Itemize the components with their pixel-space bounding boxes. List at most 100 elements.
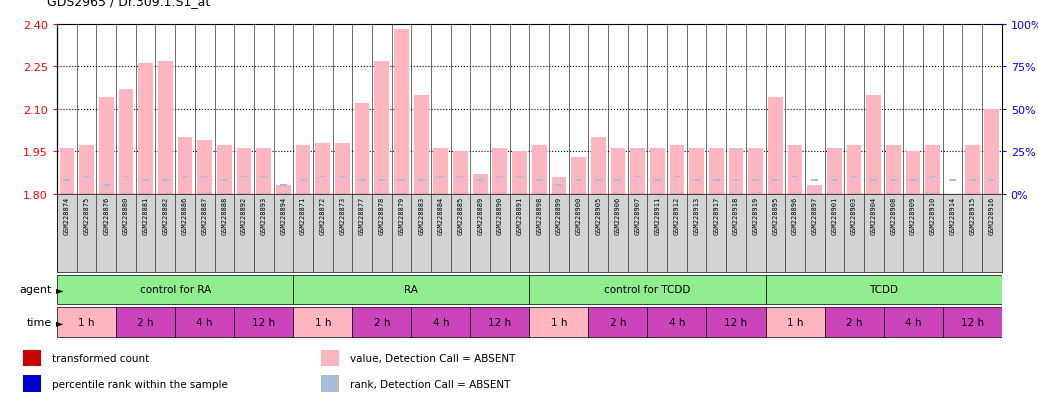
Bar <box>531 146 547 194</box>
Text: GSM228906: GSM228906 <box>614 197 621 235</box>
Text: GSM228892: GSM228892 <box>241 197 247 235</box>
Bar <box>417 180 425 181</box>
Bar <box>765 275 1002 305</box>
Bar <box>294 275 529 305</box>
Bar <box>689 149 704 194</box>
Bar <box>138 64 153 194</box>
Bar <box>261 176 267 178</box>
Bar <box>753 180 759 181</box>
Bar <box>118 90 133 194</box>
Bar <box>359 180 365 181</box>
Bar <box>177 138 192 194</box>
Text: GSM228905: GSM228905 <box>595 197 601 235</box>
Bar <box>575 180 582 181</box>
Bar <box>296 146 310 194</box>
Text: GSM228917: GSM228917 <box>713 197 719 235</box>
Bar <box>988 180 995 181</box>
Text: time: time <box>27 317 52 328</box>
Bar <box>614 180 622 181</box>
Text: 2 h: 2 h <box>846 317 863 328</box>
Text: GSM228898: GSM228898 <box>537 197 542 235</box>
Bar <box>197 140 212 194</box>
Bar <box>772 180 778 181</box>
Bar <box>99 98 114 194</box>
Bar <box>516 176 523 178</box>
Bar <box>470 307 529 337</box>
Bar <box>122 176 130 178</box>
Bar <box>158 62 172 194</box>
Text: GSM228911: GSM228911 <box>654 197 660 235</box>
Bar <box>355 104 370 194</box>
Bar <box>201 176 209 178</box>
Text: GSM228871: GSM228871 <box>300 197 306 235</box>
Text: GSM228895: GSM228895 <box>772 197 778 235</box>
Text: GSM228877: GSM228877 <box>359 197 365 235</box>
Bar <box>693 180 700 181</box>
Text: 2 h: 2 h <box>609 317 626 328</box>
Text: GSM228874: GSM228874 <box>64 197 70 235</box>
Bar <box>847 146 862 194</box>
Bar <box>529 307 589 337</box>
Bar <box>650 149 664 194</box>
Bar <box>674 176 681 178</box>
Bar <box>457 176 464 178</box>
Bar <box>792 176 798 178</box>
Bar <box>850 176 857 178</box>
Bar <box>496 176 503 178</box>
Text: GSM228879: GSM228879 <box>399 197 405 235</box>
Bar <box>709 149 723 194</box>
Bar <box>729 149 743 194</box>
Bar <box>808 185 822 194</box>
Bar <box>906 152 921 194</box>
Bar <box>831 180 838 181</box>
Text: 12 h: 12 h <box>960 317 984 328</box>
Bar <box>256 149 271 194</box>
Text: GSM228891: GSM228891 <box>517 197 522 235</box>
Bar <box>765 307 824 337</box>
Text: agent: agent <box>20 285 52 295</box>
Text: TCDD: TCDD <box>869 285 898 295</box>
Bar <box>335 143 350 194</box>
Text: GSM228919: GSM228919 <box>753 197 759 235</box>
Text: GSM228876: GSM228876 <box>104 197 109 235</box>
Text: GSM228918: GSM228918 <box>733 197 739 235</box>
Bar <box>83 176 90 178</box>
Bar <box>949 180 956 181</box>
Text: 12 h: 12 h <box>488 317 512 328</box>
Text: GSM228899: GSM228899 <box>556 197 562 235</box>
Bar <box>943 307 1002 337</box>
Bar <box>411 307 470 337</box>
Text: GSM228916: GSM228916 <box>989 197 994 235</box>
Text: GSM228875: GSM228875 <box>84 197 89 235</box>
Text: 4 h: 4 h <box>905 317 922 328</box>
Bar <box>63 180 71 181</box>
Text: GSM228885: GSM228885 <box>458 197 464 235</box>
Text: 1 h: 1 h <box>78 317 94 328</box>
Bar <box>276 185 291 194</box>
Bar <box>713 180 719 181</box>
Text: control for RA: control for RA <box>139 285 211 295</box>
Text: GDS2965 / Dr.309.1.S1_at: GDS2965 / Dr.309.1.S1_at <box>47 0 210 8</box>
Bar <box>280 185 286 186</box>
Bar <box>57 307 116 337</box>
Text: GSM228872: GSM228872 <box>320 197 326 235</box>
Bar <box>886 146 901 194</box>
Text: 2 h: 2 h <box>374 317 390 328</box>
Text: 1 h: 1 h <box>787 317 803 328</box>
Bar <box>555 185 563 186</box>
Bar <box>241 176 247 178</box>
Text: 4 h: 4 h <box>196 317 213 328</box>
Bar <box>968 180 976 181</box>
Text: GSM228901: GSM228901 <box>831 197 838 235</box>
Bar <box>571 157 586 194</box>
Bar <box>768 98 783 194</box>
Bar <box>472 174 488 194</box>
Bar <box>536 180 543 181</box>
Bar <box>217 146 231 194</box>
Bar <box>945 194 960 231</box>
Bar <box>707 307 765 337</box>
Bar <box>870 180 877 181</box>
Text: transformed count: transformed count <box>52 353 149 363</box>
Bar <box>454 152 468 194</box>
Text: GSM228910: GSM228910 <box>930 197 936 235</box>
